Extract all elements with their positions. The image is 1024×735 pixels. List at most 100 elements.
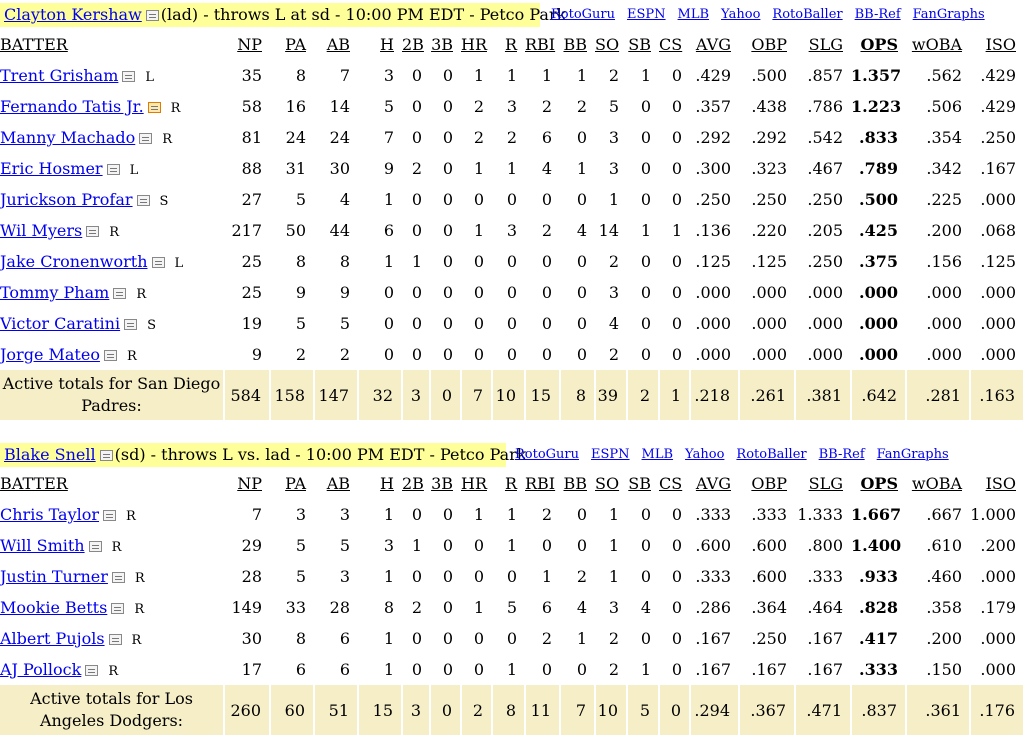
column-header-slg[interactable]: SLG: [808, 474, 843, 493]
notes-icon[interactable]: [124, 319, 138, 330]
notes-icon[interactable]: [145, 10, 159, 21]
batter-link[interactable]: Jurickson Profar: [0, 190, 133, 209]
batter-link[interactable]: Chris Taylor: [0, 505, 100, 524]
column-header-ab[interactable]: AB: [326, 35, 350, 54]
stat-h: 3: [383, 536, 394, 555]
notes-icon[interactable]: [122, 71, 136, 82]
batter-hand: R: [162, 132, 173, 147]
batter-link[interactable]: Albert Pujols: [0, 629, 105, 648]
column-header-3b[interactable]: 3B: [431, 35, 453, 54]
link-yahoo[interactable]: Yahoo: [685, 447, 725, 462]
column-header-obp[interactable]: OBP: [751, 35, 787, 54]
link-espn[interactable]: ESPN: [591, 447, 630, 462]
batter-link[interactable]: AJ Pollock: [0, 660, 82, 679]
batter-row: Manny Machado R 81 24 24 7 0 0 2 2 6 0 3 0 0.292.292.5…: [0, 122, 1024, 153]
column-header-bb[interactable]: BB: [563, 474, 587, 493]
column-header-2b[interactable]: 2B: [402, 35, 424, 54]
column-header-batter[interactable]: BATTER: [0, 35, 68, 54]
column-header-np[interactable]: NP: [237, 35, 262, 54]
link-fangraphs[interactable]: FanGraphs: [876, 447, 949, 462]
batter-link[interactable]: Fernando Tatis Jr.: [0, 97, 144, 116]
link-rotoguru[interactable]: RotoGuru: [551, 7, 616, 22]
column-header-so[interactable]: SO: [595, 474, 620, 493]
stat-ab: 6: [339, 660, 350, 679]
notes-icon[interactable]: [106, 164, 120, 175]
notes-icon[interactable]: [139, 133, 153, 144]
column-header-avg[interactable]: AVG: [695, 474, 731, 493]
batter-link[interactable]: Wil Myers: [0, 221, 83, 240]
column-header-cs[interactable]: CS: [659, 474, 683, 493]
notes-icon[interactable]: [86, 226, 100, 237]
notes-icon[interactable]: [113, 288, 127, 299]
batter-link[interactable]: Eric Hosmer: [0, 159, 103, 178]
column-header-slg[interactable]: SLG: [808, 35, 843, 54]
link-rotoguru[interactable]: RotoGuru: [515, 447, 580, 462]
column-header-pa[interactable]: PA: [285, 474, 306, 493]
link-mlb[interactable]: MLB: [641, 447, 674, 462]
stat-pa: 3: [295, 505, 306, 524]
stat-bb: 0: [576, 283, 587, 302]
column-header-avg[interactable]: AVG: [695, 35, 731, 54]
batter-link[interactable]: Justin Turner: [0, 567, 108, 586]
column-header-iso[interactable]: ISO: [985, 474, 1016, 493]
pitcher-link[interactable]: Clayton Kershaw: [4, 5, 142, 24]
notes-icon[interactable]: [88, 541, 102, 552]
notes-icon[interactable]: [103, 350, 117, 361]
notes-icon[interactable]: [85, 665, 99, 676]
stat-sb: 0: [640, 252, 651, 271]
external-links: RotoGuru ESPN MLB Yahoo RotoBaller BB-Ref FanG…: [551, 3, 997, 27]
column-header-pa[interactable]: PA: [285, 35, 306, 54]
notes-icon[interactable]: [111, 603, 125, 614]
column-header-h[interactable]: H: [380, 35, 394, 54]
stat-so: 2: [608, 660, 619, 679]
column-header-rbi[interactable]: RBI: [525, 474, 556, 493]
column-header-ops[interactable]: OPS: [860, 474, 898, 493]
batter-link[interactable]: Manny Machado: [0, 128, 136, 147]
injury-notes-icon[interactable]: [147, 102, 161, 113]
column-header-so[interactable]: SO: [595, 35, 620, 54]
link-espn[interactable]: ESPN: [627, 7, 666, 22]
column-header-ab[interactable]: AB: [326, 474, 350, 493]
column-header-np[interactable]: NP: [237, 474, 262, 493]
pitcher-link[interactable]: Blake Snell: [4, 445, 96, 464]
batter-link[interactable]: Will Smith: [0, 536, 85, 555]
column-header-cs[interactable]: CS: [659, 35, 683, 54]
column-header-hr[interactable]: HR: [461, 35, 487, 54]
column-header-bb[interactable]: BB: [563, 35, 587, 54]
batter-link[interactable]: Jake Cronenworth: [0, 252, 148, 271]
column-header-obp[interactable]: OBP: [751, 474, 787, 493]
column-header-sb[interactable]: SB: [628, 35, 651, 54]
batter-link[interactable]: Jorge Mateo: [0, 345, 100, 364]
link-rotoballer[interactable]: RotoBaller: [772, 7, 843, 22]
column-header-hr[interactable]: HR: [461, 474, 487, 493]
batter-link[interactable]: Trent Grisham: [0, 66, 119, 85]
column-header-batter[interactable]: BATTER: [0, 474, 68, 493]
link-fangraphs[interactable]: FanGraphs: [912, 7, 985, 22]
column-header-rbi[interactable]: RBI: [525, 35, 556, 54]
column-header-woba[interactable]: wOBA: [911, 474, 962, 493]
column-header-iso[interactable]: ISO: [985, 35, 1016, 54]
column-header-h[interactable]: H: [380, 474, 394, 493]
column-header-r[interactable]: R: [504, 35, 517, 54]
batter-link[interactable]: Tommy Pham: [0, 283, 110, 302]
notes-icon[interactable]: [103, 510, 117, 521]
notes-icon[interactable]: [108, 634, 122, 645]
notes-icon[interactable]: [151, 257, 165, 268]
column-header-2b[interactable]: 2B: [402, 474, 424, 493]
column-header-r[interactable]: R: [504, 474, 517, 493]
link-bbref[interactable]: BB-Ref: [818, 447, 865, 462]
column-header-sb[interactable]: SB: [628, 474, 651, 493]
stat-cs: 0: [671, 629, 682, 648]
notes-icon[interactable]: [136, 195, 150, 206]
column-header-3b[interactable]: 3B: [431, 474, 453, 493]
notes-icon[interactable]: [99, 450, 113, 461]
batter-link[interactable]: Victor Caratini: [0, 314, 121, 333]
link-rotoballer[interactable]: RotoBaller: [736, 447, 807, 462]
link-yahoo[interactable]: Yahoo: [721, 7, 761, 22]
notes-icon[interactable]: [111, 572, 125, 583]
link-bbref[interactable]: BB-Ref: [854, 7, 901, 22]
column-header-woba[interactable]: wOBA: [911, 35, 962, 54]
column-header-ops[interactable]: OPS: [860, 35, 898, 54]
batter-link[interactable]: Mookie Betts: [0, 598, 108, 617]
link-mlb[interactable]: MLB: [677, 7, 710, 22]
